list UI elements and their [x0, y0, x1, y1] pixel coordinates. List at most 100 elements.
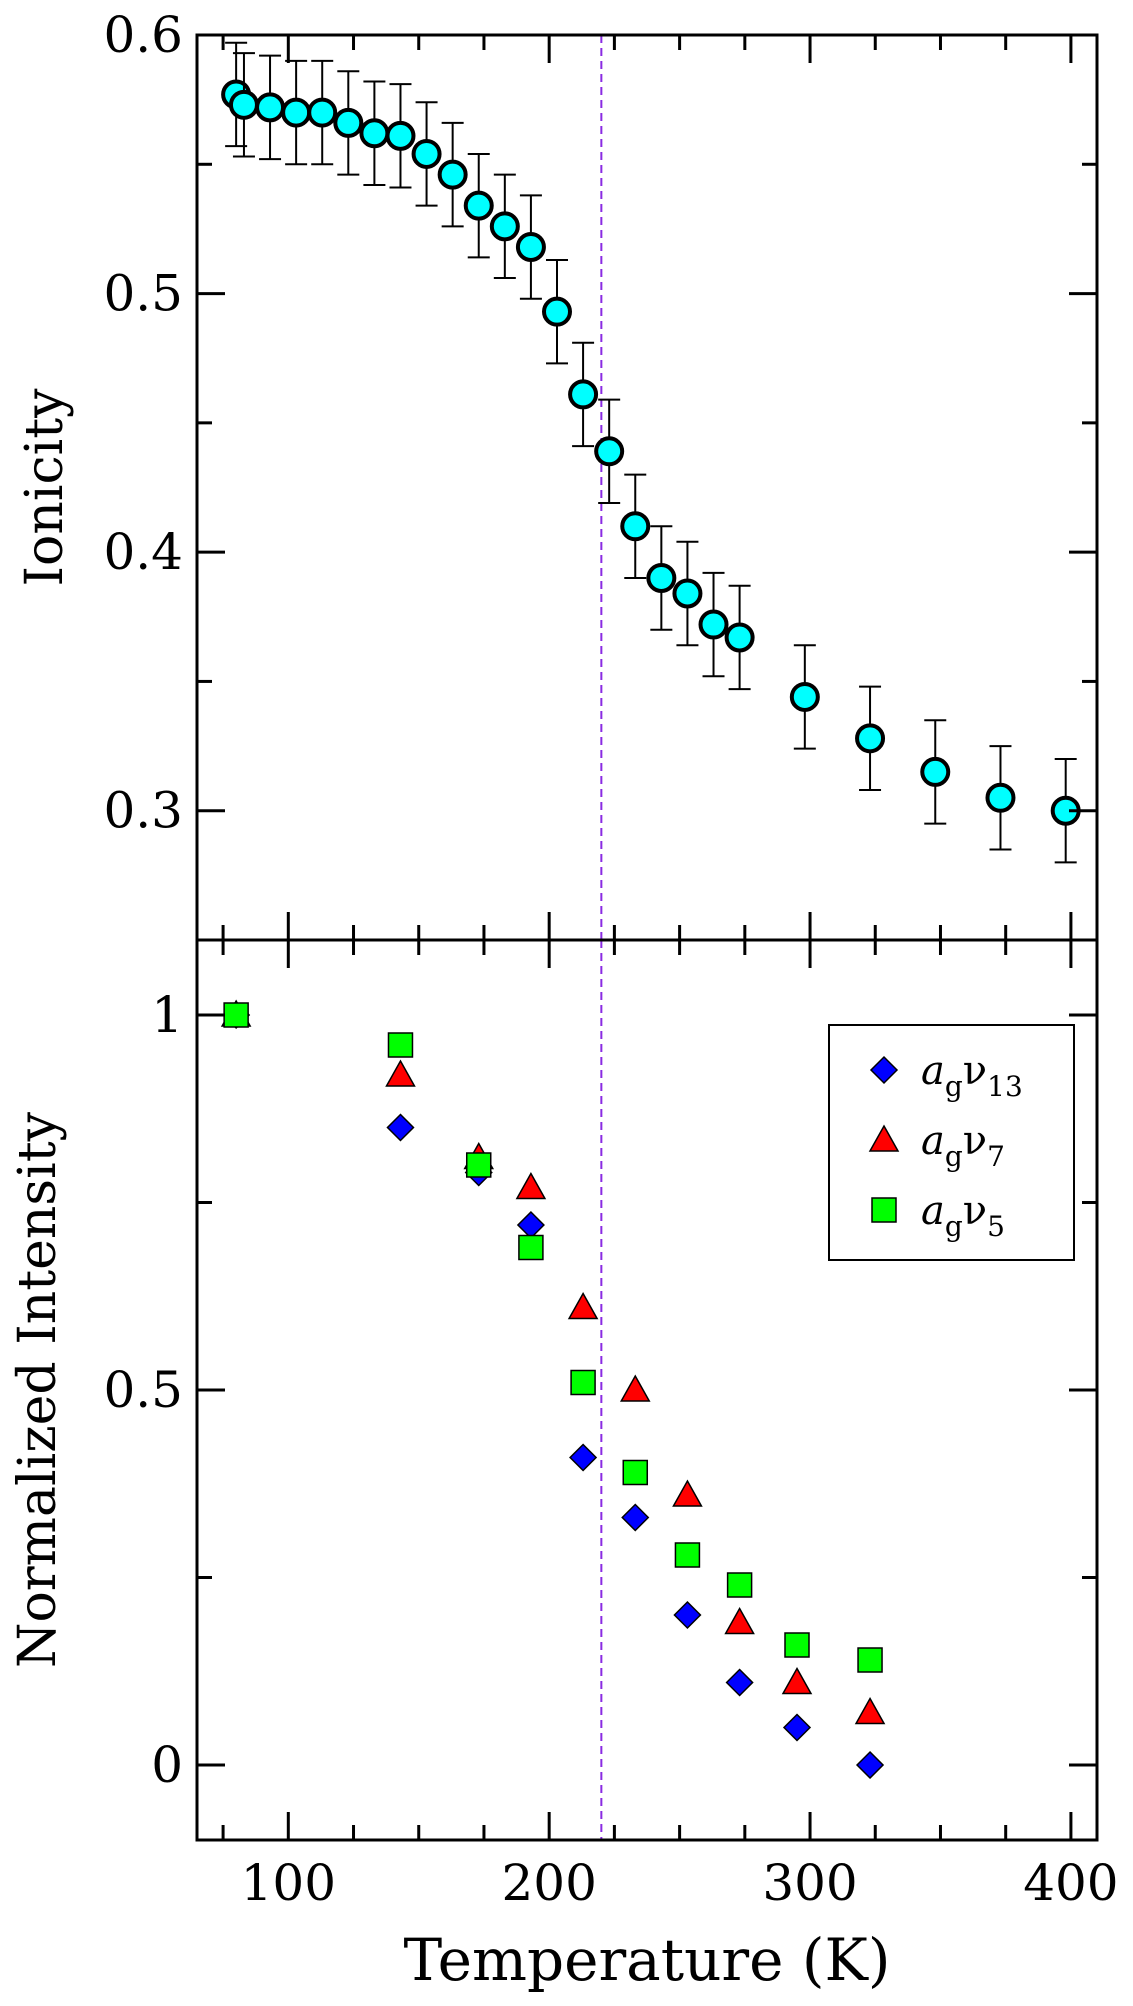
- ionicity-marker: [789, 681, 820, 712]
- ionicity-panel: 0.3 0.4 0.5 0.6 Ionicity: [15, 6, 1099, 942]
- series-diamond: [222, 1000, 885, 1780]
- square-marker: [857, 1647, 883, 1673]
- square-marker: [674, 1542, 701, 1568]
- ionicity-marker: [594, 436, 625, 467]
- legend-label: agν13: [921, 1048, 1023, 1103]
- legend-square-marker: [871, 1197, 897, 1223]
- ionicity-point: [333, 70, 364, 176]
- ionicity-marker: [411, 138, 442, 169]
- ionicity-point: [515, 194, 546, 300]
- y-tick-label: 0.6: [103, 6, 183, 64]
- y-tick-label: 0.5: [103, 1361, 183, 1419]
- square-marker: [465, 1152, 492, 1178]
- ionicity-marker: [515, 232, 546, 263]
- ionicity-marker: [620, 511, 651, 542]
- square-marker: [387, 1032, 414, 1058]
- ionicity-marker: [542, 296, 572, 327]
- ionicity-marker: [855, 723, 886, 754]
- square-marker: [518, 1234, 544, 1261]
- triangle-marker: [619, 1374, 651, 1402]
- ionicity-point: [489, 173, 520, 280]
- ionicity-plot-frame: [195, 33, 1099, 942]
- ionicity-marker: [385, 120, 416, 151]
- temperature-x-axis-label: Temperature (K): [404, 1926, 891, 1994]
- legend-entry: agν7: [868, 1118, 1005, 1173]
- ionicity-point: [463, 152, 494, 259]
- triangle-marker: [567, 1291, 599, 1320]
- y-tick-label: 0: [151, 1736, 183, 1794]
- ionicity-point: [359, 80, 390, 186]
- series-square: [223, 1002, 883, 1673]
- ionicity-point: [698, 571, 729, 678]
- intensity-axis-ticks: 0 0.5 1 100 200 300 400: [103, 940, 1119, 1912]
- square-marker: [784, 1632, 810, 1658]
- ionicity-point: [228, 52, 259, 158]
- ionicity-point: [281, 59, 312, 166]
- ionicity-marker: [281, 97, 312, 128]
- triangle-marker: [781, 1666, 813, 1695]
- diamond-marker: [855, 1750, 885, 1780]
- ionicity-marker: [463, 190, 494, 221]
- ionicity-marker: [307, 97, 338, 128]
- ionicity-point: [672, 540, 703, 647]
- x-tick-label: 300: [762, 1854, 857, 1912]
- ionicity-point: [855, 685, 886, 792]
- ionicity-point: [920, 719, 951, 825]
- square-marker: [223, 1002, 249, 1028]
- y-tick-label: 0.4: [103, 523, 183, 581]
- diamond-marker: [569, 1443, 598, 1472]
- legend-label: agν7: [921, 1118, 1005, 1173]
- ionicity-point: [542, 258, 572, 365]
- triangle-marker: [515, 1171, 547, 1200]
- ionicity-point: [255, 54, 286, 161]
- intensity-y-axis-label: Normalized Intensity: [8, 1111, 68, 1668]
- square-marker: [570, 1369, 596, 1396]
- ionicity-point: [724, 584, 755, 691]
- triangle-marker: [385, 1059, 416, 1087]
- diamond-marker: [782, 1713, 812, 1742]
- y-tick-label: 1: [151, 986, 183, 1044]
- diamond-marker: [386, 1113, 415, 1142]
- ionicity-point: [307, 59, 338, 166]
- ionicity-marker: [985, 782, 1016, 813]
- ionicity-marker: [646, 563, 677, 593]
- x-tick-label: 100: [241, 1854, 336, 1912]
- intensity-markers: [220, 999, 886, 1780]
- ionicity-marker: [333, 107, 364, 138]
- intensity-plot-frame: [195, 938, 1099, 1842]
- legend: agν13 agν7 agν5: [828, 1024, 1075, 1261]
- ionicity-marker: [228, 89, 259, 120]
- ionicity-point: [594, 398, 625, 505]
- ionicity-y-axis-label: Ionicity: [15, 388, 75, 587]
- ionicity-marker: [359, 118, 390, 149]
- triangle-marker: [724, 1606, 755, 1635]
- ionicity-marker: [255, 92, 286, 123]
- legend-label: agν5: [921, 1188, 1005, 1243]
- square-marker: [726, 1572, 753, 1598]
- legend-diamond-marker: [869, 1055, 899, 1085]
- ionicity-marker: [698, 609, 729, 640]
- ionicity-marker: [568, 379, 599, 410]
- ionicity-marker: [920, 756, 951, 787]
- x-tick-label: 400: [1023, 1854, 1118, 1912]
- triangle-marker: [672, 1479, 703, 1507]
- y-tick-label: 0.5: [103, 265, 183, 323]
- series-triangle: [220, 999, 886, 1725]
- legend-box: [828, 1024, 1075, 1261]
- diamond-marker: [621, 1503, 650, 1532]
- ionicity-point: [411, 101, 442, 207]
- ionicity-point: [789, 644, 820, 750]
- triangle-marker: [854, 1696, 886, 1725]
- ionicity-point: [620, 473, 651, 579]
- ionicity-point: [437, 121, 468, 228]
- x-tick-label: 200: [501, 1854, 596, 1912]
- ionicity-marker: [672, 578, 703, 609]
- legend-entry: agν13: [869, 1048, 1023, 1103]
- legend-entry: agν5: [871, 1188, 1005, 1243]
- ionicity-point: [568, 341, 599, 448]
- ionicity-markers: [221, 41, 1081, 864]
- intensity-panel: 0 0.5 1 100 200 300 400 Normalized Intensity T…: [8, 938, 1119, 1994]
- diamond-marker: [725, 1668, 754, 1697]
- ionicity-point: [646, 525, 677, 631]
